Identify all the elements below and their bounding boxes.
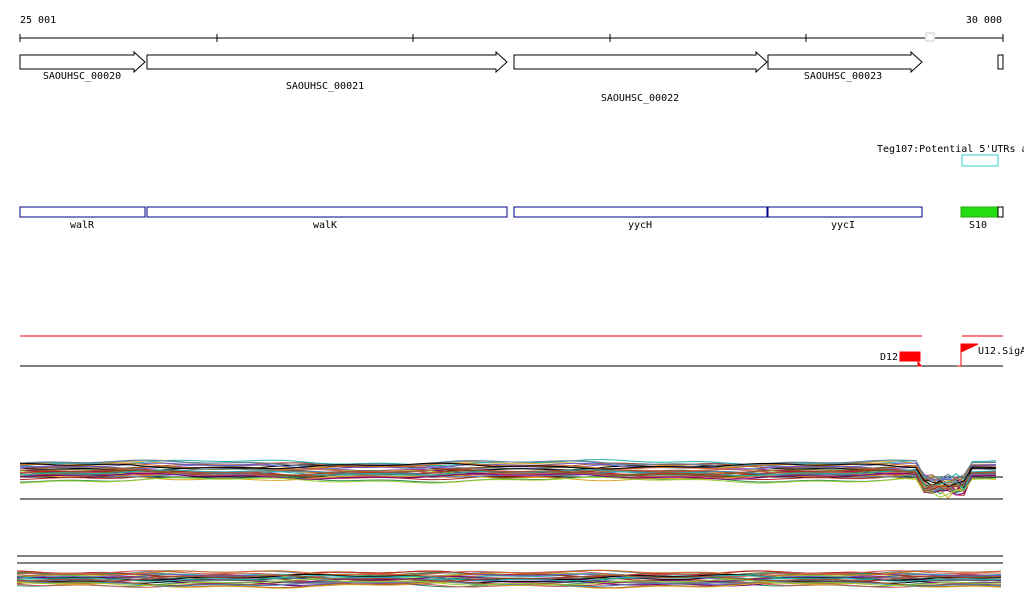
gene-name: walK	[313, 220, 337, 231]
promoter-label: D12	[880, 352, 898, 363]
promoter-mark	[899, 351, 922, 367]
gene-label: SAOUHSC_00020	[43, 71, 121, 82]
ruler-start: 25 001	[20, 15, 56, 26]
expression-line	[19, 463, 997, 488]
promoter-label: U12.SigA	[978, 346, 1024, 357]
expression-line	[16, 573, 1001, 581]
ruler-end: 30 000	[966, 15, 1002, 26]
gene-name: walR	[70, 220, 95, 231]
gene-name: S10	[969, 220, 987, 231]
s10-box	[960, 206, 999, 218]
expression-line	[19, 468, 997, 493]
gene-label: SAOUHSC_00021	[286, 81, 364, 92]
expression-line	[19, 462, 997, 486]
expression-line	[19, 468, 997, 493]
s10-end	[997, 206, 1004, 218]
gene-label: SAOUHSC_00022	[601, 93, 679, 104]
utr-box	[961, 154, 999, 167]
expression-lines	[16, 459, 1002, 589]
gene-name: yycI	[831, 220, 855, 231]
utr-label: Teg107:Potential 5'UTRs a	[877, 144, 1024, 155]
expression-line	[16, 579, 1002, 587]
promoter-mark	[957, 343, 979, 367]
expression-line	[16, 569, 1002, 577]
ruler	[19, 32, 1004, 42]
expression-line	[16, 582, 1002, 589]
expression-line	[19, 472, 996, 496]
expression-line	[16, 574, 1002, 582]
expression-line	[19, 476, 997, 498]
expression-line	[19, 459, 996, 483]
expression-line	[16, 574, 1001, 582]
gene-label: SAOUHSC_00023	[804, 71, 882, 82]
expression-line	[19, 475, 997, 495]
gene-name: yycH	[628, 220, 652, 231]
expression-line	[19, 462, 997, 488]
gene-arrows	[19, 50, 1004, 74]
gene-boxes	[19, 206, 923, 218]
